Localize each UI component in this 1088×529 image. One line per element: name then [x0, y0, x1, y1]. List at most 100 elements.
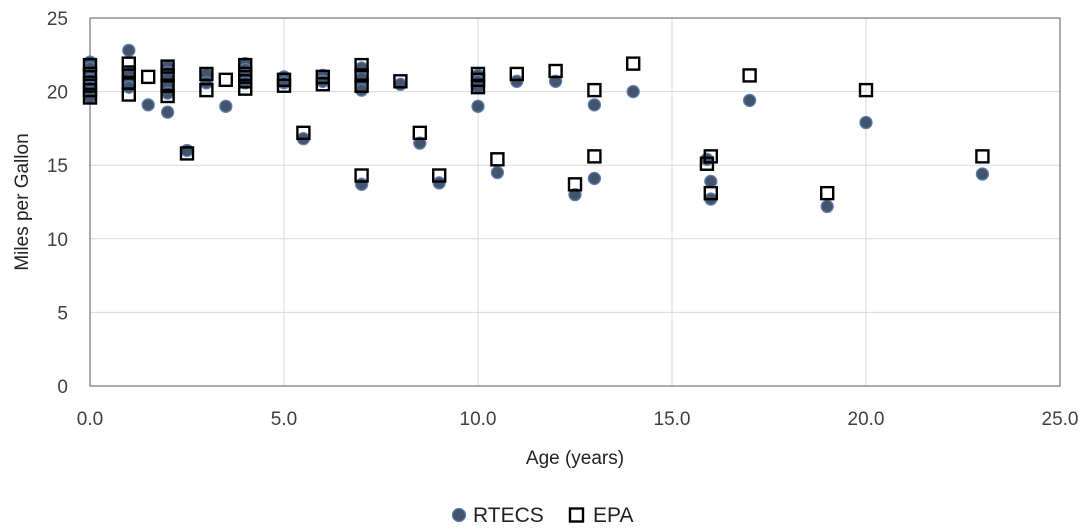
rtecs-point	[510, 74, 524, 88]
rtecs-point	[587, 171, 602, 186]
epa-point	[742, 68, 757, 83]
x-tick-label: 5.0	[271, 409, 297, 430]
rtecs-point	[354, 83, 369, 97]
legend-marker-epa	[568, 507, 585, 523]
x-tick-label: 10.0	[460, 409, 497, 430]
epa-point	[699, 156, 715, 171]
epa-point	[237, 66, 253, 82]
epa-point	[121, 56, 137, 71]
rtecs-point	[859, 115, 873, 130]
epa-point	[315, 77, 330, 92]
epa-point	[703, 185, 718, 201]
y-tick-label: 25	[47, 9, 68, 30]
epa-point	[160, 59, 175, 74]
data-points	[82, 43, 990, 214]
y-tick-label: 15	[47, 156, 68, 177]
legend-marker-rtecs	[451, 507, 467, 523]
epa-point	[82, 75, 98, 90]
epa-point	[160, 78, 175, 93]
x-tick-label: 25.0	[1042, 409, 1079, 430]
epa-point	[626, 56, 641, 71]
epa-point	[237, 81, 253, 96]
rtecs-point	[219, 99, 233, 113]
epa-point	[237, 57, 253, 73]
rtecs-point	[160, 105, 175, 119]
series-epa	[82, 56, 990, 201]
y-axis-title: Miles per Gallon	[12, 133, 33, 270]
legend-label-epa: EPA	[593, 504, 633, 527]
legend-item-rtecs: RTECS	[451, 504, 544, 527]
x-tick-label: 20.0	[848, 409, 885, 430]
rtecs-point	[568, 187, 582, 202]
rtecs-point	[354, 177, 369, 191]
epa-point	[975, 149, 990, 164]
rtecs-point	[626, 84, 640, 99]
rtecs-point	[587, 98, 602, 112]
epa-point	[858, 82, 874, 98]
epa-point	[276, 78, 292, 93]
rtecs-point	[413, 136, 427, 150]
epa-point	[160, 68, 175, 83]
y-tick-label: 5	[57, 303, 68, 324]
rtecs-point	[704, 174, 718, 189]
epa-point	[587, 149, 602, 164]
x-tick-label: 0.0	[77, 409, 103, 430]
epa-point	[432, 168, 447, 183]
epa-point	[82, 57, 98, 73]
legend-item-epa: EPA	[568, 504, 633, 527]
epa-point	[490, 152, 505, 167]
plot-area-border	[89, 17, 1061, 387]
epa-point	[121, 65, 137, 80]
y-tick-label: 0	[57, 377, 68, 398]
rtecs-point	[83, 90, 97, 105]
epa-point	[160, 88, 175, 104]
epa-point	[354, 68, 369, 83]
epa-point	[393, 74, 408, 89]
epa-point	[82, 90, 98, 105]
rtecs-point	[471, 99, 485, 113]
epa-point	[121, 87, 137, 102]
rtecs-point	[432, 176, 446, 190]
epa-point	[315, 69, 330, 85]
epa-point	[820, 185, 835, 201]
legend-label-rtecs: RTECS	[473, 504, 544, 527]
epa-point	[587, 82, 602, 98]
epa-point	[218, 72, 234, 88]
x-tick-label: 15.0	[654, 409, 691, 430]
rtecs-point	[122, 43, 136, 58]
rtecs-point	[490, 165, 505, 180]
epa-point	[82, 82, 98, 98]
epa-point	[354, 168, 369, 183]
x-axis-title: Age (years)	[526, 448, 624, 469]
epa-point	[199, 66, 214, 82]
epa-point	[237, 74, 253, 89]
epa-point	[703, 149, 718, 164]
epa-point	[509, 66, 524, 82]
rtecs-point	[141, 98, 155, 112]
rtecs-point	[820, 199, 834, 214]
legend: RTECS EPA	[451, 504, 633, 527]
epa-point	[354, 78, 369, 93]
rtecs-point	[122, 80, 136, 94]
epa-point	[412, 125, 427, 141]
rtecs-point	[471, 80, 485, 94]
epa-point	[199, 82, 214, 98]
epa-point	[296, 125, 311, 141]
y-tick-label: 10	[47, 230, 68, 251]
x-axis-tick-labels: 0.0 5.0 10.0 15.0 20.0 25.0	[77, 409, 1079, 430]
epa-point	[179, 146, 195, 161]
epa-point	[470, 72, 486, 88]
epa-point	[354, 57, 369, 73]
y-tick-label: 20	[47, 83, 68, 104]
y-axis-tick-labels: 0 5 10 15 20 25	[47, 9, 68, 398]
rtecs-point	[548, 74, 563, 88]
rtecs-point	[199, 76, 214, 90]
epa-point	[567, 177, 583, 192]
epa-point	[470, 79, 486, 95]
epa-point	[82, 66, 98, 82]
epa-point	[548, 63, 563, 79]
epa-point	[140, 69, 156, 85]
rtecs-point	[742, 93, 757, 108]
